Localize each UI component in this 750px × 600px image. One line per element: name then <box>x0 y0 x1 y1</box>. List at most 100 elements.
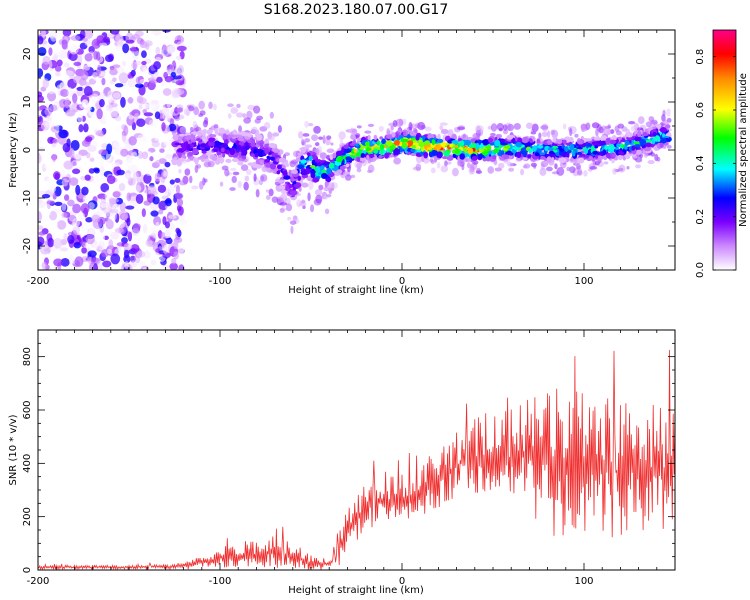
spectrogram-ridge-blob <box>357 137 362 142</box>
spectrogram-halo-blob <box>287 216 292 221</box>
spectrogram-noise-blob <box>100 182 110 193</box>
spectrogram-ridge-blob <box>325 176 332 183</box>
spectrogram-ridge-blob <box>178 152 182 159</box>
spectrogram-noise-blob <box>149 32 155 39</box>
spectrogram-noise-blob <box>149 132 156 139</box>
spectrogram-halo-blob <box>520 168 525 176</box>
spectrogram-halo-blob <box>626 166 630 170</box>
spectrogram-noise-blob <box>132 222 141 231</box>
spectrogram-noise-blob <box>138 97 147 105</box>
spectrogram-ridge-blob <box>594 154 599 159</box>
spectrogram-noise-blob <box>38 36 44 45</box>
colorbar-tick-label: 0.4 <box>695 155 706 171</box>
spectrogram-ridge-blob <box>593 136 599 141</box>
spectrogram-halo-blob <box>342 171 348 177</box>
spectrogram-noise-blob <box>67 39 73 51</box>
spectrogram-halo-blob <box>256 115 264 121</box>
spectrogram-halo-blob <box>277 125 282 133</box>
spectrogram-noise-blob <box>112 262 119 270</box>
spectrogram-ridge-blob <box>201 153 207 159</box>
spectrogram-noise-blob <box>98 149 109 156</box>
spectrogram-ridge-blob <box>373 148 379 154</box>
spectrogram-ridge-blob <box>618 136 622 141</box>
spectrogram-ridge-blob <box>385 140 393 147</box>
spectrogram-ridge-blob <box>570 157 574 162</box>
spectrogram-ridge-blob <box>290 190 298 195</box>
spectrogram-ridge-blob <box>615 149 620 157</box>
spectrogram-noise-blob <box>38 231 46 236</box>
spectrogram-halo-blob <box>265 195 271 200</box>
spectrogram-ridge-blob <box>546 140 552 144</box>
snr-panel: -200 -100 0 100 0 200 400 600 800 Height of stra… <box>8 329 676 596</box>
spectrogram-ridge-blob <box>454 148 460 155</box>
spectrogram-ridge-blob <box>492 155 497 160</box>
spectrogram-noise-blob <box>118 221 125 229</box>
spectrogram-ridge-blob <box>420 146 425 152</box>
spectrogram-ridge-blob <box>467 147 474 155</box>
spectrogram-halo-blob <box>199 180 204 190</box>
spectrogram-ridge-blob <box>233 134 241 138</box>
spectrogram-ridge-blob <box>443 150 450 158</box>
spectrogram-ridge-blob <box>322 161 330 166</box>
spectrogram-noise-blob <box>125 39 135 44</box>
spectrogram-noise-blob <box>49 211 58 221</box>
spectrogram-ridge-blob <box>562 139 567 145</box>
spectrogram-ridge-blob <box>319 160 324 164</box>
spectrogram-ridge-blob <box>210 134 217 138</box>
spectrogram-ridge-blob <box>367 134 371 141</box>
spectrogram-noise-blob <box>150 79 159 84</box>
colorbar-tick-label: 0.2 <box>695 209 706 225</box>
spectrogram-noise-blob <box>79 30 86 40</box>
spectrogram-ridge-blob <box>316 166 321 174</box>
spectrogram-noise-blob <box>105 104 113 112</box>
spectrogram-halo-blob <box>356 162 363 169</box>
spectrogram-noise-blob <box>116 169 125 176</box>
spectrogram-ridge-blob <box>273 148 280 153</box>
spectrogram-ridge-blob <box>660 126 667 134</box>
spectrogram-noise-blob <box>54 65 62 72</box>
spectrogram-ridge-blob <box>309 164 316 168</box>
spectrogram-ridge-blob <box>645 139 652 144</box>
spectrogram-halo-blob <box>307 122 314 127</box>
spectrogram-ridge-blob <box>441 156 448 160</box>
spectrogram-noise-blob <box>92 263 98 270</box>
spectrogram-noise-blob <box>93 168 100 174</box>
spectrogram-ridge-blob <box>237 137 245 142</box>
spectrogram-halo-blob <box>476 167 481 174</box>
spectrogram-noise-blob <box>174 177 181 183</box>
spectrogram-noise-blob <box>63 70 74 77</box>
spectrogram-halo-blob <box>271 196 279 203</box>
spectrogram-noise-blob <box>46 91 57 102</box>
spectrogram-noise-blob <box>74 256 84 267</box>
spectrogram-noise-blob <box>162 30 171 33</box>
spectrogram-halo-blob <box>502 129 509 135</box>
spectrogram-ridge-blob <box>546 156 552 163</box>
spectrogram-noise-blob <box>136 118 146 127</box>
spectrogram-ridge-blob <box>506 135 514 140</box>
spectrogram-noise-blob <box>96 155 106 165</box>
spectrogram-ridge-blob <box>436 138 444 143</box>
spectrogram-noise-blob <box>129 47 139 52</box>
colorbar-tick-label: 0.6 <box>695 102 706 118</box>
spectrogram-ridge-blob <box>623 145 628 150</box>
spectrogram-ridge-blob <box>353 148 357 153</box>
spectrogram-halo-blob <box>304 120 309 128</box>
spectrogram-ridge-blob <box>540 155 545 160</box>
spectrogram-halo-blob <box>188 105 195 112</box>
spectrogram-noise-blob <box>105 66 111 73</box>
spectrogram-noise-blob <box>171 257 177 265</box>
spectrogram-halo-blob <box>192 120 198 129</box>
spectrogram-noise-blob <box>162 88 172 96</box>
spectrogram-noise-blob <box>134 83 144 88</box>
spectrogram-ridge-blob <box>475 142 480 150</box>
spectrogram-noise-blob <box>108 239 114 251</box>
spectrogram-halo-blob <box>251 126 258 134</box>
spectrogram-noise-blob <box>60 88 69 97</box>
spectrogram-noise-blob <box>91 141 98 147</box>
spectrogram-halo-blob <box>430 167 436 174</box>
spectrogram-noise-blob <box>113 141 121 149</box>
spectrogram-halo-blob <box>355 133 361 138</box>
spectrogram-halo-blob <box>364 130 372 134</box>
spectrogram-ridge-blob <box>290 169 298 175</box>
spectrogram-halo-blob <box>227 103 234 108</box>
